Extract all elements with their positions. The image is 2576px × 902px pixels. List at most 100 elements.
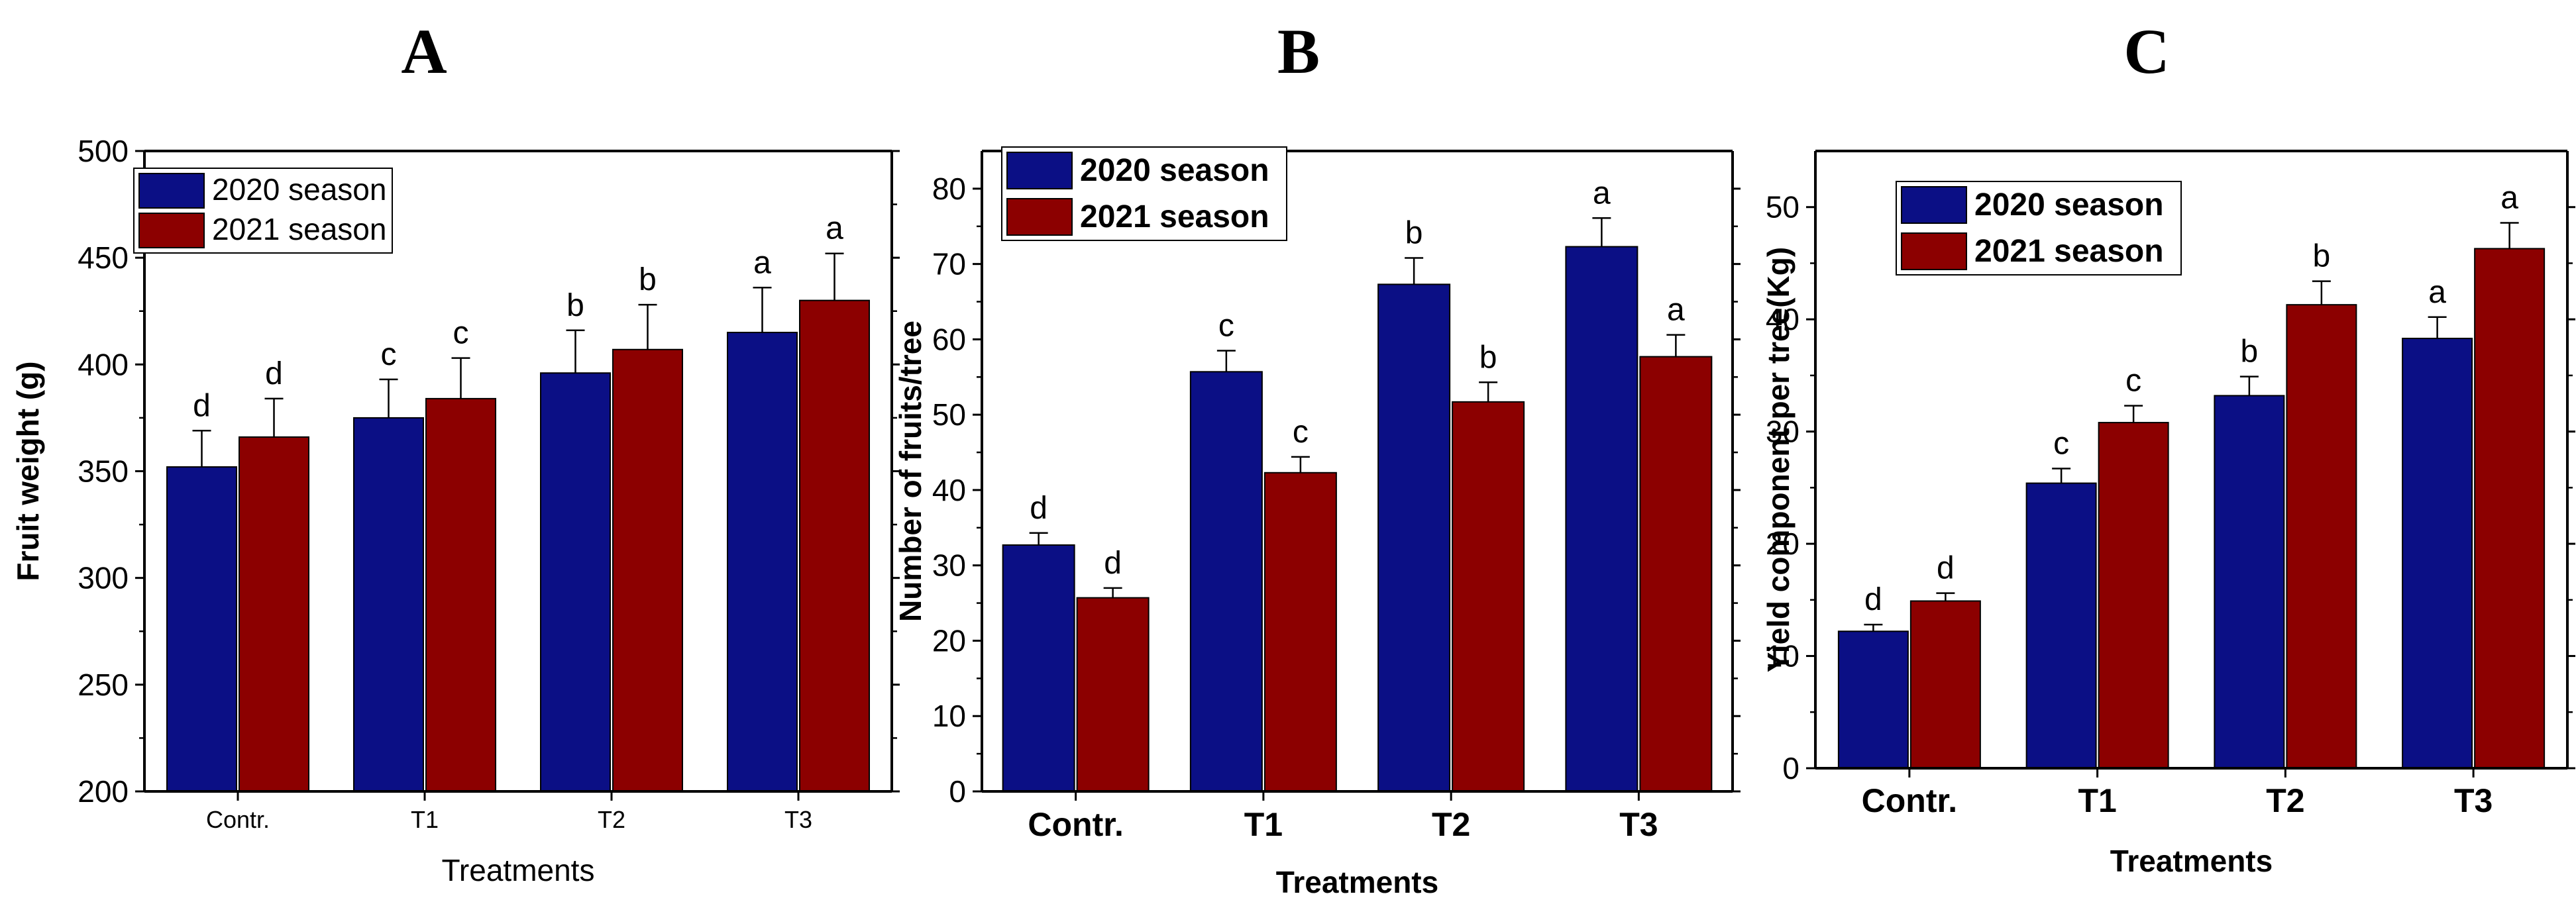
significance-letter: d xyxy=(193,388,211,423)
y-tick-label: 300 xyxy=(78,561,129,595)
significance-letter: d xyxy=(265,356,283,391)
y-tick-label: 80 xyxy=(932,172,966,206)
bar-2020-t1 xyxy=(1189,371,1263,792)
y-tick-label: 20 xyxy=(1766,526,1799,561)
bar-2020-t3 xyxy=(1565,246,1638,792)
bar-2021-t3 xyxy=(799,299,870,792)
significance-letter: d xyxy=(1104,546,1122,581)
bar-2021-contr xyxy=(239,436,309,792)
x-axis-title: Treatments xyxy=(2110,844,2273,878)
y-tick-label: 70 xyxy=(932,247,966,281)
significance-letter: d xyxy=(1030,491,1047,526)
panel-letter: B xyxy=(1277,16,1320,87)
y-tick-label: 30 xyxy=(932,548,966,583)
x-axis-title: Treatments xyxy=(1276,865,1438,899)
y-tick-label: 50 xyxy=(1766,190,1799,225)
significance-letter: c xyxy=(2125,364,2141,399)
bar-2020-contr xyxy=(166,466,237,792)
y-tick-label: 10 xyxy=(1766,639,1799,674)
x-tick-label: T3 xyxy=(2454,782,2493,819)
y-tick-label: 50 xyxy=(932,397,966,432)
legend-label-2021: 2021 season xyxy=(1080,199,1269,234)
bar-2020-t3 xyxy=(2402,337,2473,770)
y-tick-label: 200 xyxy=(78,774,129,809)
significance-letter: d xyxy=(1937,551,1955,586)
bar-2020-t2 xyxy=(1377,283,1451,792)
legend-label-2020: 2020 season xyxy=(1080,153,1269,188)
legend-swatch-2020 xyxy=(1901,186,1967,224)
y-tick-label: 350 xyxy=(78,454,129,489)
significance-letter: a xyxy=(2500,180,2518,215)
bar-2021-t2 xyxy=(612,348,683,792)
significance-letter: c xyxy=(1218,308,1234,343)
y-tick-label: 20 xyxy=(932,623,966,658)
x-tick-label: T3 xyxy=(1619,806,1658,843)
legend-swatch-2021 xyxy=(1901,232,1967,270)
x-tick-label: T1 xyxy=(411,806,439,833)
x-tick-label: T2 xyxy=(2266,782,2304,819)
y-axis-title: Number of fruits/tree xyxy=(893,321,928,622)
x-tick-label: Contr. xyxy=(1028,806,1123,843)
y-axis-title: Fruit weight (g) xyxy=(11,361,45,581)
y-tick-label: 60 xyxy=(932,322,966,356)
significance-letter: c xyxy=(2053,426,2069,462)
significance-letter: b xyxy=(1479,340,1497,375)
y-tick-label: 30 xyxy=(1766,415,1799,449)
x-tick-label: T1 xyxy=(1244,806,1283,843)
bar-2020-t1 xyxy=(353,417,424,792)
legend-label-2020: 2020 season xyxy=(1974,187,2164,223)
significance-letter: b xyxy=(566,288,584,323)
legend-swatch-2021 xyxy=(138,213,205,248)
x-tick-label: T2 xyxy=(1432,806,1470,843)
bar-2020-t3 xyxy=(727,331,798,792)
chart-panel-b: Bd c b a d c b a 0 10 20 30 40 50 60 70 80 Contr. T1 T2 T3 Tr… xyxy=(893,16,1741,899)
significance-letter: a xyxy=(753,245,771,280)
bar-2021-contr xyxy=(1909,600,1981,770)
bar-2021-t1 xyxy=(2098,422,2169,769)
legend-label-2020: 2020 season xyxy=(212,172,386,207)
x-tick-label: Contr. xyxy=(1862,782,1957,819)
y-axis-title: Yield component per tree(Kg) xyxy=(1761,247,1796,672)
y-tick-label: 450 xyxy=(78,240,129,275)
y-tick-label: 250 xyxy=(78,668,129,702)
y-tick-label: 400 xyxy=(78,347,129,381)
panel-letter: C xyxy=(2123,16,2169,87)
x-tick-label: Contr. xyxy=(206,806,270,833)
x-tick-label: T3 xyxy=(784,806,812,833)
chart-panel-c: Cd c b a d c b a 0 10 20 30 40 50 Contr. T1 T2 T3 Treatmen… xyxy=(1761,16,2575,878)
y-tick-label: 40 xyxy=(932,473,966,507)
significance-letter: a xyxy=(1667,293,1685,328)
significance-letter: b xyxy=(639,262,657,297)
legend: 2020 season 2021 season xyxy=(1001,146,1287,241)
y-tick-label: 10 xyxy=(932,699,966,733)
bar-2021-t1 xyxy=(1263,472,1337,792)
y-tick-label: 500 xyxy=(78,134,129,168)
y-tick-label: 40 xyxy=(1766,302,1799,336)
x-tick-label: T2 xyxy=(598,806,625,833)
bar-2021-t1 xyxy=(425,397,496,792)
legend-swatch-2020 xyxy=(1006,152,1073,189)
bar-2021-t2 xyxy=(2286,304,2357,770)
bar-2020-contr xyxy=(1837,630,1909,769)
bar-2021-t2 xyxy=(1452,401,1525,792)
significance-letter: c xyxy=(453,316,469,351)
significance-letter: b xyxy=(2241,334,2259,370)
bar-2020-t2 xyxy=(2214,395,2285,769)
legend: 2020 season 2021 season xyxy=(133,168,393,254)
x-tick-label: T1 xyxy=(2078,782,2116,819)
bar-2021-contr xyxy=(1076,597,1150,792)
significance-letter: a xyxy=(1593,175,1611,211)
significance-letter: c xyxy=(1293,415,1309,450)
y-tick-label: 0 xyxy=(1782,751,1799,785)
bar-2021-t3 xyxy=(2474,248,2546,769)
significance-letter: c xyxy=(381,337,397,372)
chart-panel-a: Ad c b a d c b a 200 250 300 350 400 450 500 Contr. T1 T2… xyxy=(11,16,900,887)
significance-letter: b xyxy=(1405,216,1423,251)
legend-label-2021: 2021 season xyxy=(212,212,386,246)
legend-swatch-2020 xyxy=(138,173,205,209)
significance-letter: d xyxy=(1864,582,1882,617)
panel-letter: A xyxy=(401,16,447,87)
significance-letter: a xyxy=(2428,275,2446,310)
y-tick-label: 0 xyxy=(949,774,966,809)
